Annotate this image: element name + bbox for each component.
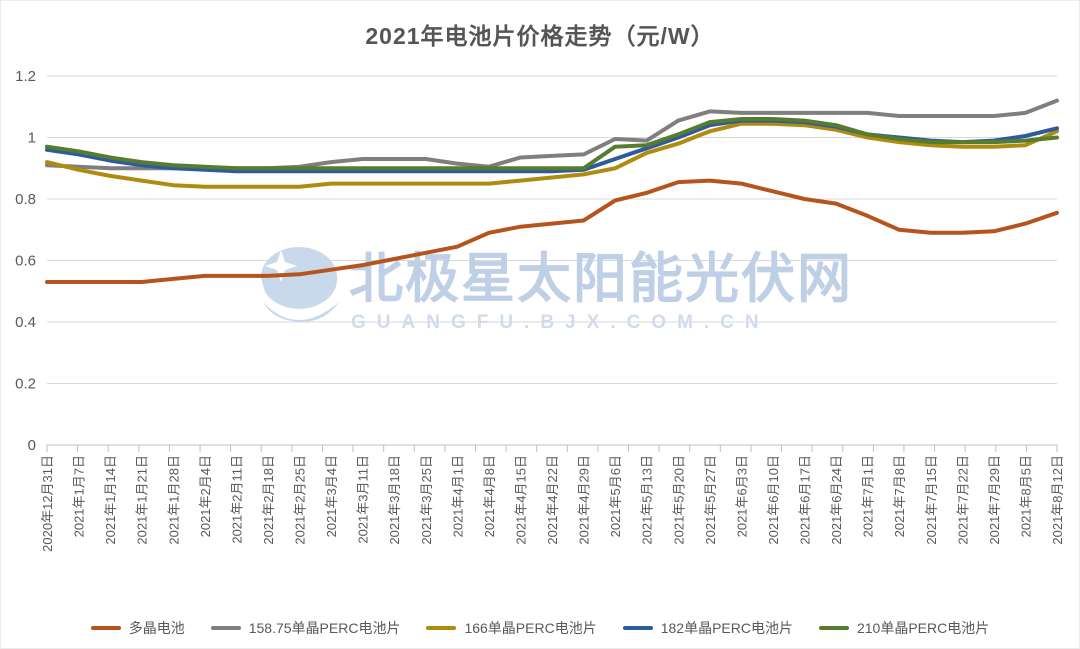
y-tick-label: 0 <box>28 437 36 454</box>
y-tick-label: 0.8 <box>15 191 36 208</box>
chart-legend: 多晶电池 158.75单晶PERC电池片 166单晶PERC电池片 182单晶PERC… <box>1 618 1079 638</box>
x-tick-label: 2021年4月22日 <box>545 455 560 545</box>
watermark: 北极星太阳能光伏网 GUANGFU.BJX.COM.CN <box>260 246 853 333</box>
legend-line-swatch <box>426 626 457 630</box>
x-tick-label: 2021年7月1日 <box>861 455 876 537</box>
x-tick-label: 2021年3月18日 <box>387 455 402 545</box>
series-line-0 <box>45 178 1059 284</box>
x-tick-label: 2021年3月11日 <box>356 455 371 544</box>
y-tick-label: 0.2 <box>15 376 36 393</box>
x-tick-label: 2021年6月24日 <box>829 455 844 545</box>
legend-item-3: 182单晶PERC电池片 <box>622 618 793 638</box>
x-tick-label: 2021年6月17日 <box>798 455 813 545</box>
x-tick-label: 2021年8月5日 <box>1018 455 1033 537</box>
legend-line-swatch <box>622 626 653 630</box>
x-tick-label: 2021年4月15日 <box>513 455 528 545</box>
legend-line-swatch <box>818 626 849 630</box>
legend-label: 182单晶PERC电池片 <box>660 620 793 636</box>
x-tick-label: 2021年1月14日 <box>103 455 118 545</box>
watermark-logo <box>260 246 339 322</box>
series-lines <box>45 98 1059 284</box>
logo-star-icon <box>265 250 297 282</box>
series-line-3 <box>45 118 1059 174</box>
x-tick-label: 2021年7月29日 <box>987 455 1002 545</box>
y-tick-label: 0.4 <box>15 314 36 331</box>
watermark-subtext: GUANGFU.BJX.COM.CN <box>351 312 770 333</box>
x-tick-label: 2021年5月6日 <box>608 455 623 537</box>
x-tick-label: 2021年5月27日 <box>703 455 718 545</box>
legend-item-2: 166单晶PERC电池片 <box>426 618 597 638</box>
chart-title: 2021年电池片价格走势（元/W） <box>365 23 715 49</box>
y-tick-label: 1 <box>28 130 36 147</box>
y-tick-label: 0.6 <box>15 253 36 270</box>
x-tick-label: 2021年4月1日 <box>450 455 465 537</box>
legend-line-swatch <box>90 626 121 630</box>
x-tick-label: 2021年6月10日 <box>766 455 781 545</box>
x-tick-label: 2021年6月3日 <box>734 455 749 537</box>
x-tick-label: 2021年7月15日 <box>924 455 939 545</box>
x-axis-labels: 2020年12月31日 2021年1月7日 2021年1月14日 2021年1月21日… <box>40 455 1065 552</box>
logo-globe <box>260 246 338 309</box>
x-tick-label: 2021年2月25日 <box>293 455 308 545</box>
x-tick-label: 2021年1月28日 <box>166 455 181 545</box>
x-tick-label: 2021年4月8日 <box>482 455 497 537</box>
logo-swoosh <box>263 302 339 322</box>
x-tick-label: 2021年4月29日 <box>577 455 592 545</box>
legend-line-swatch <box>210 626 241 630</box>
legend-item-4: 210单晶PERC电池片 <box>818 618 990 638</box>
x-tick-label: 2021年1月21日 <box>135 455 150 545</box>
legend-item-1: 158.75单晶PERC电池片 <box>210 618 401 638</box>
x-tick-label: 2021年1月7日 <box>72 455 87 537</box>
legend-item-0: 多晶电池 <box>90 618 185 638</box>
x-axis-ticks <box>46 445 1058 452</box>
watermark-text: 北极星太阳能光伏网 <box>349 249 853 309</box>
legend-label: 166单晶PERC电池片 <box>464 620 597 636</box>
series-line-1 <box>45 98 1059 171</box>
series-line-4 <box>45 117 1059 171</box>
legend-label: 158.75单晶PERC电池片 <box>248 620 401 636</box>
x-tick-label: 2021年3月4日 <box>324 455 339 537</box>
x-tick-label: 2020年12月31日 <box>40 455 55 552</box>
x-tick-label: 2021年7月22日 <box>955 455 970 545</box>
x-tick-label: 2021年2月4日 <box>198 455 213 537</box>
x-tick-label: 2021年8月12日 <box>1050 455 1065 545</box>
x-tick-label: 2021年2月18日 <box>261 455 276 545</box>
x-tick-label: 2021年3月25日 <box>419 455 434 545</box>
x-tick-label: 2021年7月8日 <box>892 455 907 537</box>
y-tick-label: 1.2 <box>15 68 36 85</box>
x-tick-label: 2021年5月13日 <box>640 455 655 545</box>
y-axis-labels: 0 0.2 0.4 0.6 0.8 1 1.2 <box>15 68 36 454</box>
x-tick-label: 2021年2月11日 <box>229 455 244 544</box>
legend-label: 210单晶PERC电池片 <box>856 620 990 636</box>
x-tick-label: 2021年5月20日 <box>671 455 686 545</box>
series-line-2 <box>45 121 1059 189</box>
legend-label: 多晶电池 <box>128 620 185 636</box>
